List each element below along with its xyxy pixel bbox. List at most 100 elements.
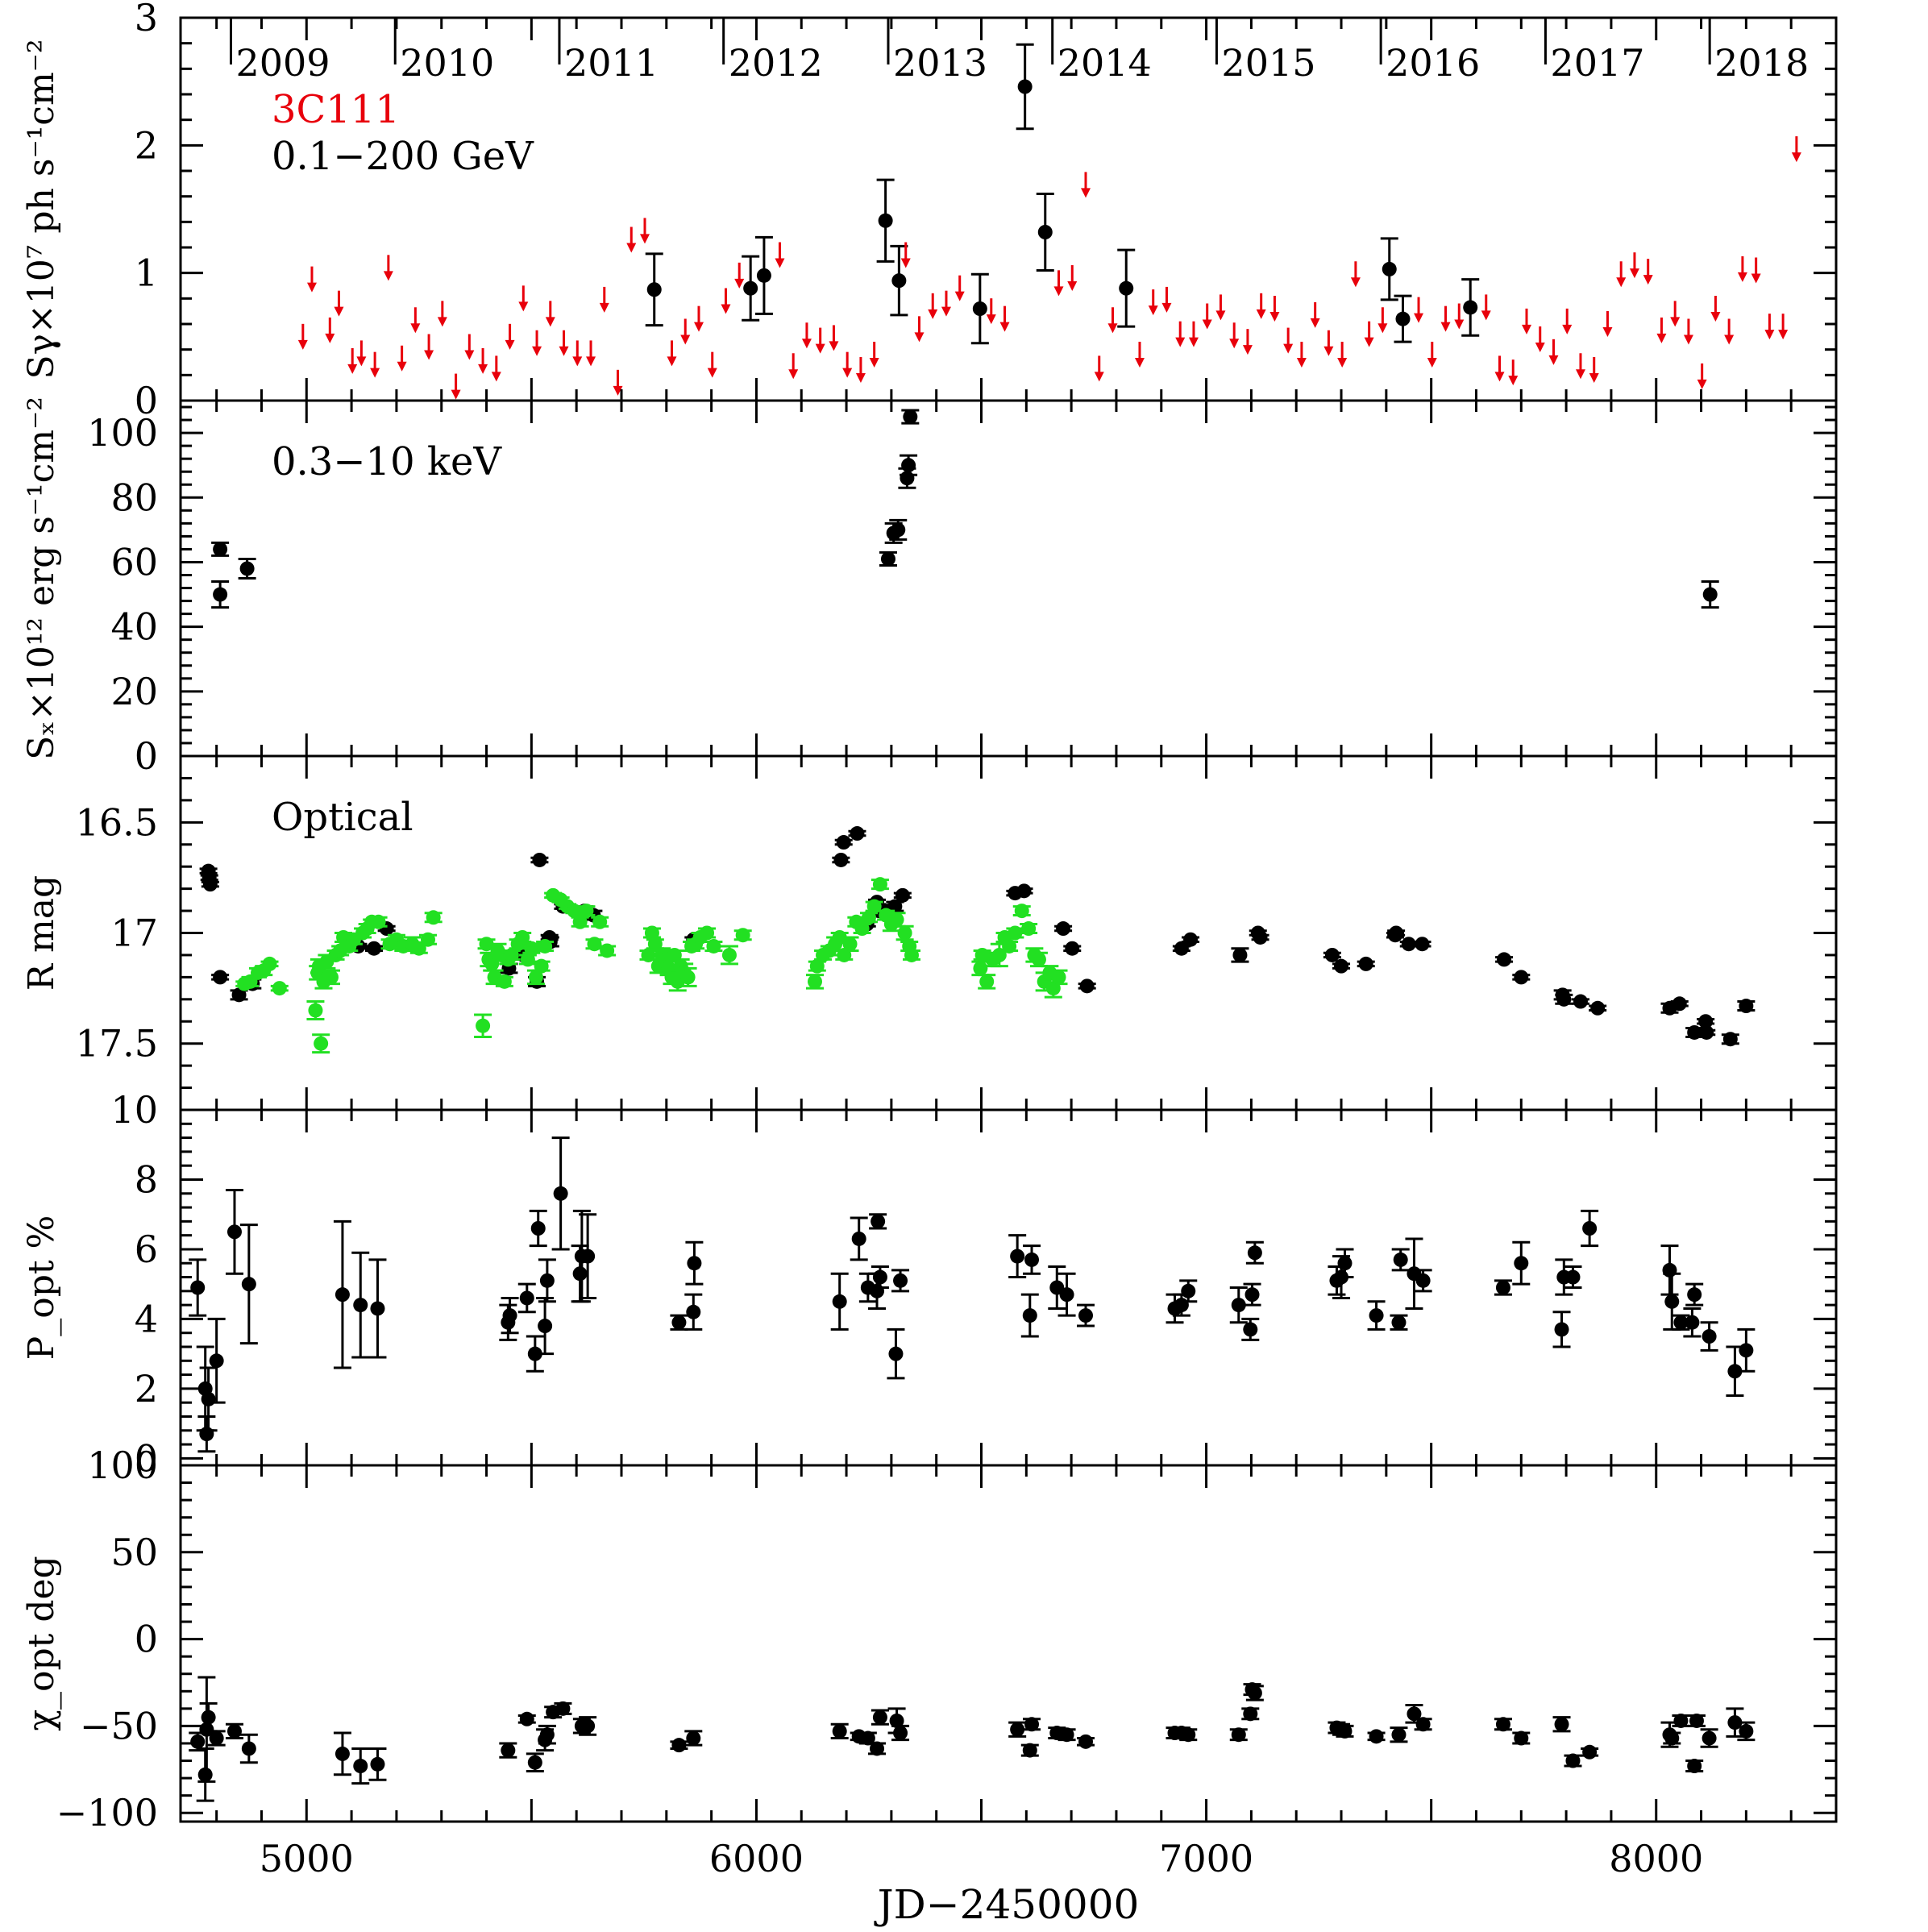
data-point [418, 932, 437, 947]
data-point [1413, 937, 1431, 952]
data-point [312, 1033, 330, 1054]
data-point [536, 1296, 555, 1356]
series-gamma [297, 136, 1801, 400]
data-point [1012, 904, 1031, 919]
data-point [1670, 996, 1689, 1012]
y-tick-label-angle: 0 [135, 1618, 158, 1661]
data-point [526, 1752, 544, 1772]
data-point [1726, 1707, 1744, 1738]
upper-limit-arrow [855, 357, 866, 383]
data-point [1512, 1730, 1531, 1746]
data-point [1229, 1286, 1248, 1324]
upper-limit-arrow [1377, 307, 1388, 334]
y-tick-label-xray: 80 [110, 476, 158, 519]
data-point [1077, 1303, 1095, 1327]
data-point [585, 937, 604, 952]
upper-limit-arrow [1697, 363, 1707, 389]
data-point [577, 904, 596, 919]
upper-limit-arrow [491, 355, 501, 382]
data-point [1179, 1727, 1198, 1743]
data-point [1182, 932, 1200, 947]
data-point [1036, 193, 1054, 272]
upper-limit-arrow [1161, 286, 1172, 313]
data-point [1512, 970, 1531, 985]
y-axis-label-gamma: Sγ×10⁷ ph s⁻¹cm⁻² [21, 39, 62, 379]
data-point [858, 1730, 877, 1746]
data-point [322, 969, 340, 986]
data-point [848, 826, 866, 841]
panel-optical [199, 826, 1756, 1054]
data-point [1117, 248, 1136, 328]
upper-limit-arrow [1683, 318, 1693, 345]
data-point [522, 941, 541, 956]
upper-limit-arrow [532, 330, 542, 356]
y-tick-label-angle: −50 [80, 1704, 158, 1747]
upper-limit-arrow [1081, 172, 1091, 198]
data-point [238, 557, 256, 580]
data-point [1697, 1024, 1716, 1040]
upper-limit-arrow [464, 334, 475, 360]
data-point [1057, 1272, 1076, 1317]
data-point [891, 1724, 910, 1742]
data-point [211, 541, 230, 557]
series-optical [235, 877, 1068, 1054]
upper-limit-arrow [1188, 321, 1199, 347]
data-point [1245, 1685, 1264, 1701]
data-point [517, 1711, 536, 1726]
x-tick-label: 7000 [1159, 1837, 1253, 1880]
upper-limit-arrow [1242, 329, 1253, 355]
upper-limit-arrow [1751, 257, 1761, 284]
upper-limit-arrow [1494, 355, 1505, 382]
data-point [1737, 1721, 1756, 1742]
data-point [517, 1282, 536, 1314]
data-point [1564, 1265, 1582, 1289]
upper-limit-arrow [1107, 307, 1118, 334]
upper-limit-arrow [1094, 355, 1104, 382]
series-polarization [189, 1136, 1756, 1453]
data-point [551, 1136, 570, 1251]
data-point [1663, 1730, 1681, 1746]
data-point [1555, 991, 1573, 1007]
data-point [579, 1213, 597, 1299]
data-point [1049, 969, 1068, 986]
data-point [853, 921, 871, 937]
data-point [1700, 1728, 1718, 1748]
y-tick-label-polarization: 8 [135, 1157, 158, 1201]
upper-limit-arrow [478, 347, 488, 374]
upper-limit-arrow [1575, 353, 1585, 380]
upper-limit-arrow [1053, 270, 1064, 297]
data-point [1414, 1717, 1432, 1732]
upper-limit-arrow [1589, 357, 1599, 383]
data-point [260, 956, 279, 971]
upper-limit-arrow [518, 285, 529, 312]
data-point [1495, 952, 1514, 967]
upper-limit-arrow [334, 290, 344, 317]
upper-limit-arrow [613, 369, 623, 396]
data-point [1251, 929, 1269, 945]
data-point [1564, 1753, 1582, 1768]
data-point [1494, 1717, 1512, 1732]
upper-limit-arrow [1643, 259, 1653, 285]
upper-limit-arrow [545, 301, 555, 327]
data-point [901, 409, 920, 425]
upper-limit-arrow [1229, 322, 1240, 349]
data-point [670, 1314, 688, 1331]
upper-limit-arrow [505, 323, 515, 350]
upper-limit-arrow [1337, 342, 1348, 368]
upper-limit-arrow [1067, 265, 1078, 291]
data-point [1054, 921, 1073, 937]
x-tick-label: 6000 [709, 1837, 804, 1880]
upper-limit-arrow [1454, 303, 1465, 330]
upper-limit-arrow [999, 305, 1010, 332]
data-point [1336, 1248, 1354, 1279]
y-tick-label-polarization: 6 [135, 1228, 158, 1271]
data-point [1552, 1716, 1571, 1733]
y-tick-label-xray: 40 [110, 605, 158, 649]
data-point [1571, 994, 1589, 1009]
upper-limit-arrow [869, 342, 879, 368]
upper-limit-arrow [572, 340, 583, 367]
y-axis-label-polarization: P_opt % [21, 1215, 62, 1361]
upper-limit-arrow [1521, 308, 1531, 334]
data-point [1020, 1743, 1039, 1758]
data-point [841, 936, 859, 952]
